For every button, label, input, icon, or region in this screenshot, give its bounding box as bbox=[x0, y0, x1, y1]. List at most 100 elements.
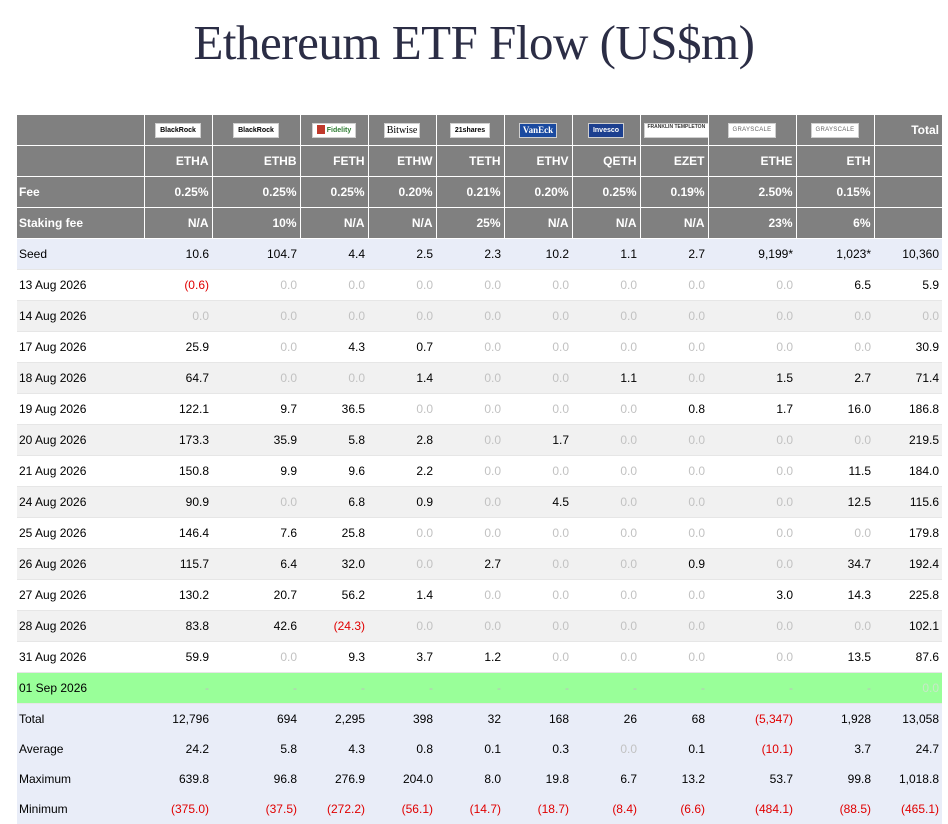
row-label: Seed bbox=[17, 238, 144, 270]
flow-value: 130.2 bbox=[144, 579, 212, 611]
summary-value: 0.1 bbox=[436, 734, 504, 764]
flow-value: 0.0 bbox=[708, 486, 796, 518]
flow-value: 6.5 bbox=[796, 269, 874, 301]
flow-value: 3.7 bbox=[368, 641, 436, 673]
table-row: 13 Aug 2026 (0.6) 0.0 0.0 0.0 0.0 0.0 0.0 0.0 0.0… bbox=[17, 269, 942, 301]
flow-value: - bbox=[708, 672, 796, 704]
flow-value: 25.8 bbox=[300, 517, 368, 549]
issuer-logo-text: BlackRock bbox=[160, 126, 196, 134]
fee-total-cell bbox=[874, 176, 942, 208]
ticker-ethw: ETHW bbox=[368, 145, 437, 177]
flow-value: 0.0 bbox=[796, 517, 874, 549]
flow-value: 0.0 bbox=[504, 641, 572, 673]
ticker-ethe: ETHE bbox=[708, 145, 797, 177]
flow-value: 90.9 bbox=[144, 486, 212, 518]
flow-value: 0.0 bbox=[640, 300, 708, 332]
flow-value: 0.0 bbox=[640, 455, 708, 487]
flow-value: - bbox=[572, 672, 640, 704]
staking-value: 10% bbox=[212, 207, 301, 239]
ticker-feth: FETH bbox=[300, 145, 369, 177]
fee-value: 0.20% bbox=[368, 176, 437, 208]
ticker-header-row: ETHA ETHB FETH ETHW TETH ETHV QETH EZET ETHE ETH bbox=[17, 145, 942, 177]
summary-value: 6.7 bbox=[572, 764, 640, 794]
flow-value: (0.6) bbox=[144, 269, 212, 301]
grayscale-logo: GRAYSCALE bbox=[810, 122, 860, 138]
flow-value: - bbox=[796, 672, 874, 704]
fee-label: Fee bbox=[17, 176, 145, 208]
flow-value: 2.7 bbox=[436, 548, 504, 580]
flow-value: 0.0 bbox=[572, 486, 640, 518]
issuer-logo-cell: FRANKLIN TEMPLETON bbox=[640, 115, 709, 146]
fidelity-mark-icon bbox=[316, 125, 325, 135]
flow-value: 0.0 bbox=[572, 548, 640, 580]
summary-label: Average bbox=[17, 734, 144, 764]
flow-value: 0.0 bbox=[708, 548, 796, 580]
table-row: 28 Aug 2026 83.8 42.6 (24.3) 0.0 0.0 0.0 0.0 0.0… bbox=[17, 610, 942, 642]
flow-value: 0.0 bbox=[796, 300, 874, 332]
flow-value: 0.0 bbox=[300, 269, 368, 301]
flow-value: 2.2 bbox=[368, 455, 436, 487]
flow-value: 32.0 bbox=[300, 548, 368, 580]
flow-value: 56.2 bbox=[300, 579, 368, 611]
issuer-logo-cell: Fidelity bbox=[300, 115, 369, 146]
issuer-logo-text: GRAYSCALE bbox=[732, 126, 772, 133]
summary-value: (10.1) bbox=[708, 734, 796, 764]
flow-value: - bbox=[212, 672, 300, 704]
flow-value: 0.0 bbox=[504, 362, 572, 394]
fee-row: Fee 0.25% 0.25% 0.25% 0.20% 0.21% 0.20% 0.25% 0.… bbox=[17, 176, 942, 208]
summary-value: 96.8 bbox=[212, 764, 300, 794]
summary-label: Minimum bbox=[17, 794, 144, 824]
flow-value: 0.0 bbox=[436, 269, 504, 301]
summary-value: (5,347) bbox=[708, 703, 796, 734]
flow-value: 0.0 bbox=[640, 486, 708, 518]
staking-total-cell bbox=[874, 207, 942, 239]
flow-value: 0.0 bbox=[436, 486, 504, 518]
row-total: 0.0 bbox=[874, 672, 942, 704]
flow-value: 0.0 bbox=[796, 610, 874, 642]
flow-value: 16.0 bbox=[796, 393, 874, 425]
issuer-logo-text: GRAYSCALE bbox=[815, 126, 855, 133]
flow-value: 7.6 bbox=[212, 517, 300, 549]
flow-value: - bbox=[144, 672, 212, 704]
blackrock-logo: BlackRock bbox=[233, 122, 279, 138]
flow-value: - bbox=[504, 672, 572, 704]
flow-value: 0.0 bbox=[212, 486, 300, 518]
flow-value: 1.5 bbox=[708, 362, 796, 394]
summary-value: 19.8 bbox=[504, 764, 572, 794]
summary-value: (375.0) bbox=[144, 794, 212, 824]
row-label: 21 Aug 2026 bbox=[17, 455, 144, 487]
staking-label: Staking fee bbox=[17, 207, 145, 239]
flow-value: 1.1 bbox=[572, 238, 640, 270]
summary-value: 32 bbox=[436, 703, 504, 734]
summary-value: 12,796 bbox=[144, 703, 212, 734]
flow-value: 2.8 bbox=[368, 424, 436, 456]
flow-value: 0.0 bbox=[640, 610, 708, 642]
row-total: 225.8 bbox=[874, 579, 942, 611]
staking-value: 6% bbox=[796, 207, 875, 239]
flow-value: 0.0 bbox=[708, 641, 796, 673]
flow-value: 36.5 bbox=[300, 393, 368, 425]
flow-value: 1.1 bbox=[572, 362, 640, 394]
summary-row-average: Average 24.2 5.8 4.3 0.8 0.1 0.3 0.0 0.1 (10.1) 3.… bbox=[17, 734, 942, 764]
summary-value: (18.7) bbox=[504, 794, 572, 824]
flow-value: 0.0 bbox=[212, 300, 300, 332]
flow-value: 0.0 bbox=[212, 641, 300, 673]
flow-value: 0.0 bbox=[572, 641, 640, 673]
fee-value: 2.50% bbox=[708, 176, 797, 208]
franklin-templeton-logo: FRANKLIN TEMPLETON bbox=[643, 122, 707, 138]
summary-value: 53.7 bbox=[708, 764, 796, 794]
flow-value: 0.0 bbox=[300, 362, 368, 394]
summary-value: 4.3 bbox=[300, 734, 368, 764]
flow-value: 0.0 bbox=[368, 517, 436, 549]
flow-value: 115.7 bbox=[144, 548, 212, 580]
summary-value: 68 bbox=[640, 703, 708, 734]
ticker-qeth: QETH bbox=[572, 145, 641, 177]
flow-value: 9.3 bbox=[300, 641, 368, 673]
summary-value: 26 bbox=[572, 703, 640, 734]
staking-row: Staking fee N/A 10% N/A N/A 25% N/A N/A N/A 23% 6% bbox=[17, 207, 942, 239]
issuer-logo-cell: 21shares bbox=[436, 115, 505, 146]
summary-value: (6.6) bbox=[640, 794, 708, 824]
row-total: 184.0 bbox=[874, 455, 942, 487]
row-label: 25 Aug 2026 bbox=[17, 517, 144, 549]
row-total: 179.8 bbox=[874, 517, 942, 549]
